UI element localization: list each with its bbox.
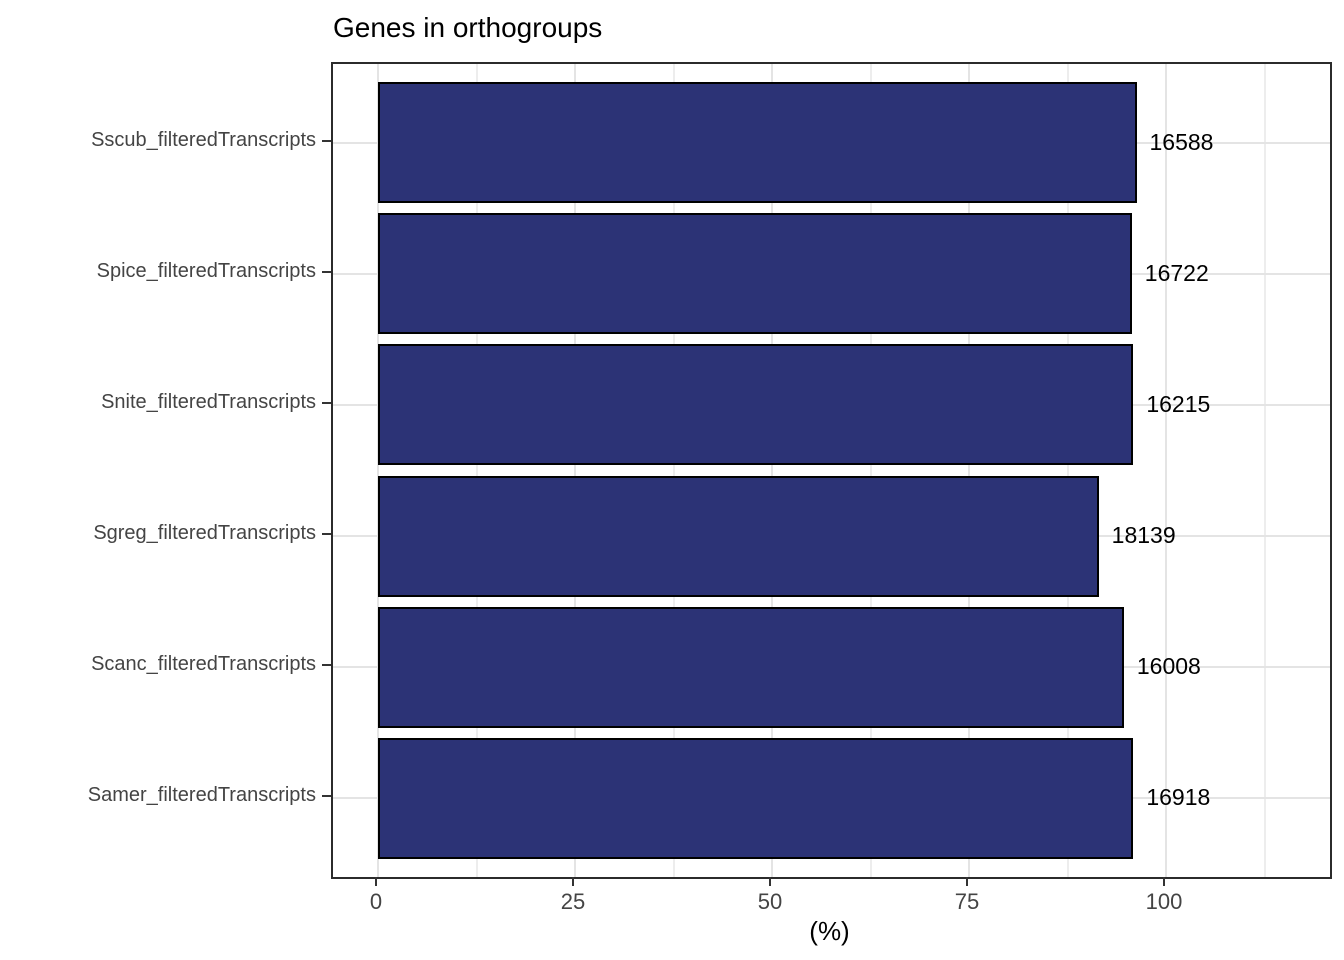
bar-Sscub_filteredTranscripts <box>378 82 1137 203</box>
bar-Samer_filteredTranscripts <box>378 738 1134 859</box>
bar-value-label: 16588 <box>1149 129 1214 155</box>
y-axis-label: Samer_filteredTranscripts <box>87 784 316 806</box>
bar-Scanc_filteredTranscripts <box>378 607 1124 728</box>
x-tick-mark <box>769 877 771 886</box>
bar-value-label: 16918 <box>1146 784 1211 810</box>
x-major-gridline <box>377 64 380 877</box>
y-axis-label: Sscub_filteredTranscripts <box>91 129 316 151</box>
y-axis-label: Snite_filteredTranscripts <box>101 391 316 413</box>
y-axis-label: Sgreg_filteredTranscripts <box>93 522 316 544</box>
bar-value-label: 16008 <box>1136 653 1201 679</box>
bar-value-label: 18139 <box>1111 522 1176 548</box>
x-major-gridline <box>574 64 577 877</box>
x-tick-mark <box>1163 877 1165 886</box>
bar-value-label: 16722 <box>1144 260 1209 286</box>
plot-panel: 16588 16722 16215 18139 16008 16918 <box>331 62 1332 879</box>
x-axis-tick-label: 50 <box>757 889 783 914</box>
y-tick-mark <box>322 533 331 535</box>
bar-Spice_filteredTranscripts <box>378 213 1132 334</box>
x-axis-tick-label: 100 <box>1145 889 1183 914</box>
x-tick-mark <box>572 877 574 886</box>
x-tick-mark <box>966 877 968 886</box>
x-axis-tick-label: 0 <box>369 889 383 914</box>
bar-Sgreg_filteredTranscripts <box>378 476 1099 597</box>
x-axis-title: (%) <box>809 916 850 946</box>
x-axis-tick-label: 25 <box>560 889 586 914</box>
y-tick-mark <box>322 402 331 404</box>
y-axis-label: Scanc_filteredTranscripts <box>91 653 316 675</box>
x-minor-gridline <box>869 64 872 877</box>
x-minor-gridline <box>475 64 478 877</box>
chart-title: Genes in orthogroups <box>333 12 603 43</box>
x-major-gridline <box>968 64 971 877</box>
x-major-gridline <box>771 64 774 877</box>
x-axis-tick-label: 75 <box>954 889 980 914</box>
y-tick-mark <box>322 664 331 666</box>
y-tick-mark <box>322 140 331 142</box>
bar-Snite_filteredTranscripts <box>378 344 1134 465</box>
x-minor-gridline <box>1066 64 1069 877</box>
x-major-gridline <box>1165 64 1168 877</box>
x-minor-gridline <box>672 64 675 877</box>
y-tick-mark <box>322 271 331 273</box>
x-minor-gridline <box>1263 64 1266 877</box>
bar-value-label: 16215 <box>1146 391 1211 417</box>
y-tick-mark <box>322 795 331 797</box>
y-axis-label: Spice_filteredTranscripts <box>96 260 316 282</box>
x-tick-mark <box>375 877 377 886</box>
